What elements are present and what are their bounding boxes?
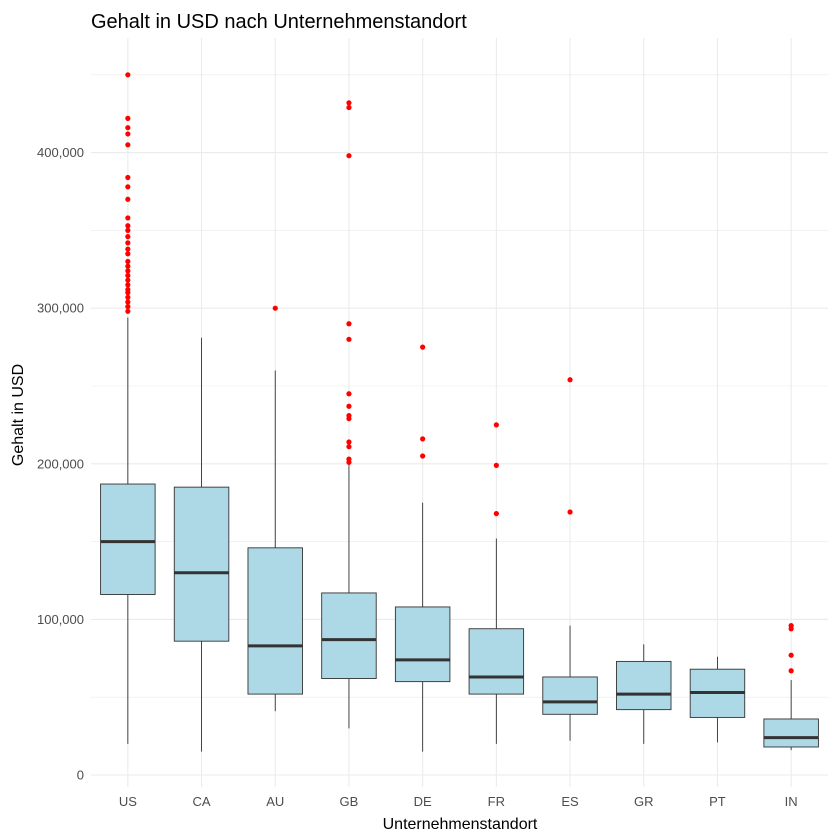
outlier-point <box>420 453 426 459</box>
x-tick-label: DE <box>414 794 432 809</box>
outlier-point <box>493 462 499 468</box>
outlier-point <box>125 277 131 283</box>
box-fr <box>468 422 525 744</box>
outlier-point <box>125 294 131 300</box>
outlier-point <box>788 626 794 632</box>
outlier-point <box>346 104 352 111</box>
x-tick-label: GB <box>340 794 359 809</box>
box-gr <box>616 644 672 744</box>
x-tick-label: US <box>119 794 137 809</box>
outlier-point <box>125 299 131 305</box>
outlier-point <box>125 308 131 314</box>
outlier-point <box>420 344 426 350</box>
box-ca <box>173 337 230 752</box>
box-body <box>173 486 230 642</box>
x-tick-label: CA <box>193 794 211 809</box>
y-tick-label: 0 <box>77 768 84 783</box>
outlier-point <box>346 100 352 106</box>
box-body <box>100 483 156 595</box>
outlier-point <box>493 422 499 428</box>
x-tick-label: PT <box>709 794 726 809</box>
box-body <box>394 606 451 683</box>
outlier-point <box>493 510 499 517</box>
x-axis-title: Unternehmenstandort <box>383 816 538 833</box>
x-tick-label: IN <box>785 794 798 809</box>
outlier-point <box>125 263 131 269</box>
outlier-point <box>125 196 131 202</box>
x-tick-labels: US CA AU GB DE FR ES GR PT IN <box>119 794 798 809</box>
outlier-point <box>125 268 131 274</box>
box-body <box>468 628 525 695</box>
outlier-point <box>346 336 352 342</box>
x-tick-label: GR <box>634 794 654 809</box>
outlier-point <box>567 377 573 383</box>
box-body <box>247 547 303 695</box>
outlier-point <box>125 234 131 240</box>
outlier-point <box>420 436 426 442</box>
outlier-point <box>346 391 352 397</box>
boxes <box>100 72 819 752</box>
outlier-point <box>125 282 131 288</box>
outlier-point <box>567 509 573 515</box>
outlier-point <box>125 115 131 121</box>
x-tick-label: AU <box>266 794 284 809</box>
outlier-point <box>346 459 352 465</box>
y-axis-title: Gehalt in USD <box>10 364 27 466</box>
outlier-point <box>788 668 794 674</box>
box-gb <box>321 100 377 729</box>
box-body <box>616 660 672 711</box>
chart-title: Gehalt in USD nach Unternehmenstandort <box>91 11 467 33</box>
outlier-point <box>125 125 131 131</box>
box-de <box>394 344 451 752</box>
outlier-point <box>125 215 131 221</box>
box-au <box>247 305 303 712</box>
outlier-point <box>272 305 278 311</box>
outlier-point <box>125 258 131 265</box>
outlier-point <box>346 439 352 445</box>
box-es <box>542 377 598 741</box>
y-tick-labels: 0 100,000 200,000 300,000 400,000 <box>37 145 84 782</box>
y-tick-label: 400,000 <box>37 145 84 160</box>
outlier-point <box>125 290 131 296</box>
x-tick-label: ES <box>561 794 579 809</box>
outlier-point <box>125 223 131 229</box>
outlier-point <box>125 304 131 310</box>
outlier-point <box>788 652 794 658</box>
outlier-point <box>346 416 352 422</box>
outlier-point <box>125 72 131 78</box>
box-body <box>321 592 377 679</box>
outlier-point <box>125 272 131 279</box>
outlier-point <box>346 444 352 450</box>
outlier-point <box>125 227 131 233</box>
x-tick-label: FR <box>488 794 505 809</box>
box-in <box>763 623 819 751</box>
outlier-point <box>346 321 352 327</box>
outlier-point <box>125 131 131 137</box>
box-pt <box>689 656 746 743</box>
outlier-point <box>125 251 131 257</box>
outlier-point <box>346 403 352 409</box>
box-body <box>542 676 598 715</box>
box-us <box>100 72 156 744</box>
outlier-point <box>125 246 131 252</box>
y-tick-label: 300,000 <box>37 301 84 316</box>
outlier-point <box>125 184 131 190</box>
outlier-point <box>125 240 131 246</box>
y-tick-label: 100,000 <box>37 612 84 627</box>
outlier-point <box>125 142 131 148</box>
box-body <box>763 718 819 748</box>
outlier-point <box>125 174 131 181</box>
y-tick-label: 200,000 <box>37 456 84 471</box>
outlier-point <box>346 153 352 159</box>
